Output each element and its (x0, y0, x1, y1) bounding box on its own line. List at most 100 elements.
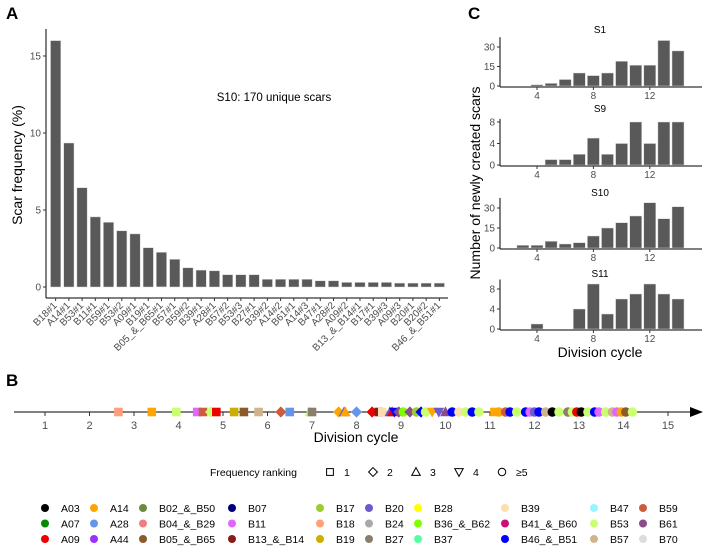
panel-c-y-tick-label: 0 (489, 161, 495, 172)
panel-c-x-tick-label: 8 (591, 91, 597, 102)
panel-c-x-tick-label: 4 (534, 253, 540, 264)
color-legend-label: B59 (659, 503, 678, 515)
panel-a-label: A (6, 4, 18, 23)
color-legend-label: B18 (336, 519, 355, 531)
color-legend-label: A44 (110, 534, 129, 546)
panel-b-x-tick-label: 12 (528, 420, 540, 432)
panel-b-point (114, 407, 123, 417)
panel-c-bar (530, 245, 544, 249)
color-legend-swatch (414, 519, 422, 528)
panel-b-x-tick-label: 1 (42, 420, 48, 432)
panel-c-y-tick-label: 0 (489, 82, 495, 93)
panel-c-bar (643, 64, 657, 87)
color-legend-label: B02_&_B50 (159, 503, 215, 515)
panel-a-bar (341, 282, 353, 288)
panel-c-bar (573, 72, 586, 87)
color-legend-label: A14 (110, 503, 129, 515)
panel-a-bar (89, 216, 101, 288)
panel-c-bar (671, 298, 685, 330)
shape-legend-label: 1 (344, 467, 350, 479)
panel-b-point (534, 407, 544, 417)
color-legend-label: B28 (434, 503, 453, 515)
panel-b-x-tick-label: 5 (220, 420, 226, 432)
shape-legend-symbol (497, 467, 507, 477)
panel-b-point (540, 407, 551, 417)
panel-c-y-tick-label: 0 (489, 244, 495, 255)
panel-b-x-tick-label: 8 (353, 420, 359, 432)
color-legend-label: B27 (385, 534, 404, 546)
panel-c-bar (657, 121, 671, 166)
color-legend-swatch (41, 519, 49, 528)
panel-c-bar (530, 323, 544, 330)
panel-b-point (511, 407, 522, 417)
panel-a-bar (288, 279, 300, 288)
panel-b-point (554, 407, 564, 417)
panel-c-bar (601, 227, 614, 249)
panel-b-point (600, 407, 611, 417)
panel-c-x-tick-label: 8 (591, 334, 597, 345)
color-legend-swatch (41, 535, 49, 543)
panel-a-bar (354, 282, 366, 288)
panel-a-bar (328, 280, 339, 288)
panel-a-y-tick-label: 10 (30, 129, 42, 140)
color-legend-swatch (501, 504, 509, 512)
panel-c-subplot-title: S1 (594, 25, 607, 36)
panel-b-point (505, 407, 515, 417)
panel-a-bar (156, 252, 167, 288)
panel-c-bar (587, 137, 600, 166)
color-legend-label: B37 (434, 534, 453, 546)
panel-c-bar (671, 206, 685, 249)
panel-b-x-tick-label: 11 (484, 420, 495, 432)
panel-c-bar (516, 245, 530, 249)
panel-a-bar (248, 274, 260, 288)
color-legend-label: A28 (110, 519, 129, 531)
panel-c-x-tick-label: 4 (534, 334, 540, 345)
panel-b-x-tick-label: 10 (439, 420, 451, 432)
panel-a-annotation: S10: 170 unique scars (217, 92, 332, 104)
panel-b-point (474, 407, 484, 417)
panel-c-bar (601, 313, 614, 330)
panel-c-bar (544, 241, 558, 249)
panel-c-bar (573, 242, 586, 249)
panel-a-bar (261, 279, 273, 288)
color-legend-label: B11 (248, 519, 266, 531)
panel-b-x-axis-title: Division cycle (314, 429, 399, 445)
panel-a-bar (394, 282, 406, 288)
panel-c-bar (573, 308, 586, 330)
panel-c-x-tick-label: 8 (591, 170, 597, 181)
panel-a-bar (63, 142, 75, 288)
color-legend-swatch (590, 535, 598, 543)
panel-c-x-tick-label: 12 (644, 170, 656, 181)
panel-a-bar (314, 280, 326, 288)
panel-c-y-tick-label: 8 (489, 118, 495, 129)
panel-c-x-tick-label: 12 (644, 91, 656, 102)
panel-a-y-tick-label: 15 (30, 52, 42, 63)
panel-b-point (229, 407, 239, 417)
color-legend-swatch (139, 519, 147, 528)
shape-legend-symbol (326, 468, 334, 476)
panel-b-point (307, 407, 317, 417)
panel-c-subplot-title: S10 (591, 188, 609, 199)
shape-legend-symbol (367, 466, 379, 478)
panel-b-point (447, 407, 457, 417)
panel-c-subplot-s10: S10 0 15 30 4 8 12 (484, 188, 702, 264)
panel-c-bar (544, 83, 558, 87)
color-legend-swatch (90, 535, 98, 543)
panel-c-bar (615, 222, 628, 249)
panel-b-x-tick-label: 14 (617, 420, 629, 432)
panel-c-y-tick-label: 8 (489, 285, 495, 296)
panel-b-point (467, 407, 477, 417)
panel-c-bar (601, 72, 614, 87)
panel-b-points (114, 406, 638, 418)
panel-c-subplot-s11: S11 0 4 8 4 8 12 (489, 269, 702, 345)
panel-c-y-tick-label: 0 (489, 325, 495, 336)
panel-c-bar (657, 40, 671, 87)
panel-b-point (192, 407, 202, 417)
shape-legend-label: ≥5 (516, 467, 528, 479)
panel-c-bar (587, 235, 600, 249)
color-legend-label: B05_&_B65 (159, 534, 215, 546)
color-legend-swatch (365, 519, 373, 528)
color-legend-label: B53 (610, 519, 629, 531)
color-legend-swatch (228, 519, 236, 528)
